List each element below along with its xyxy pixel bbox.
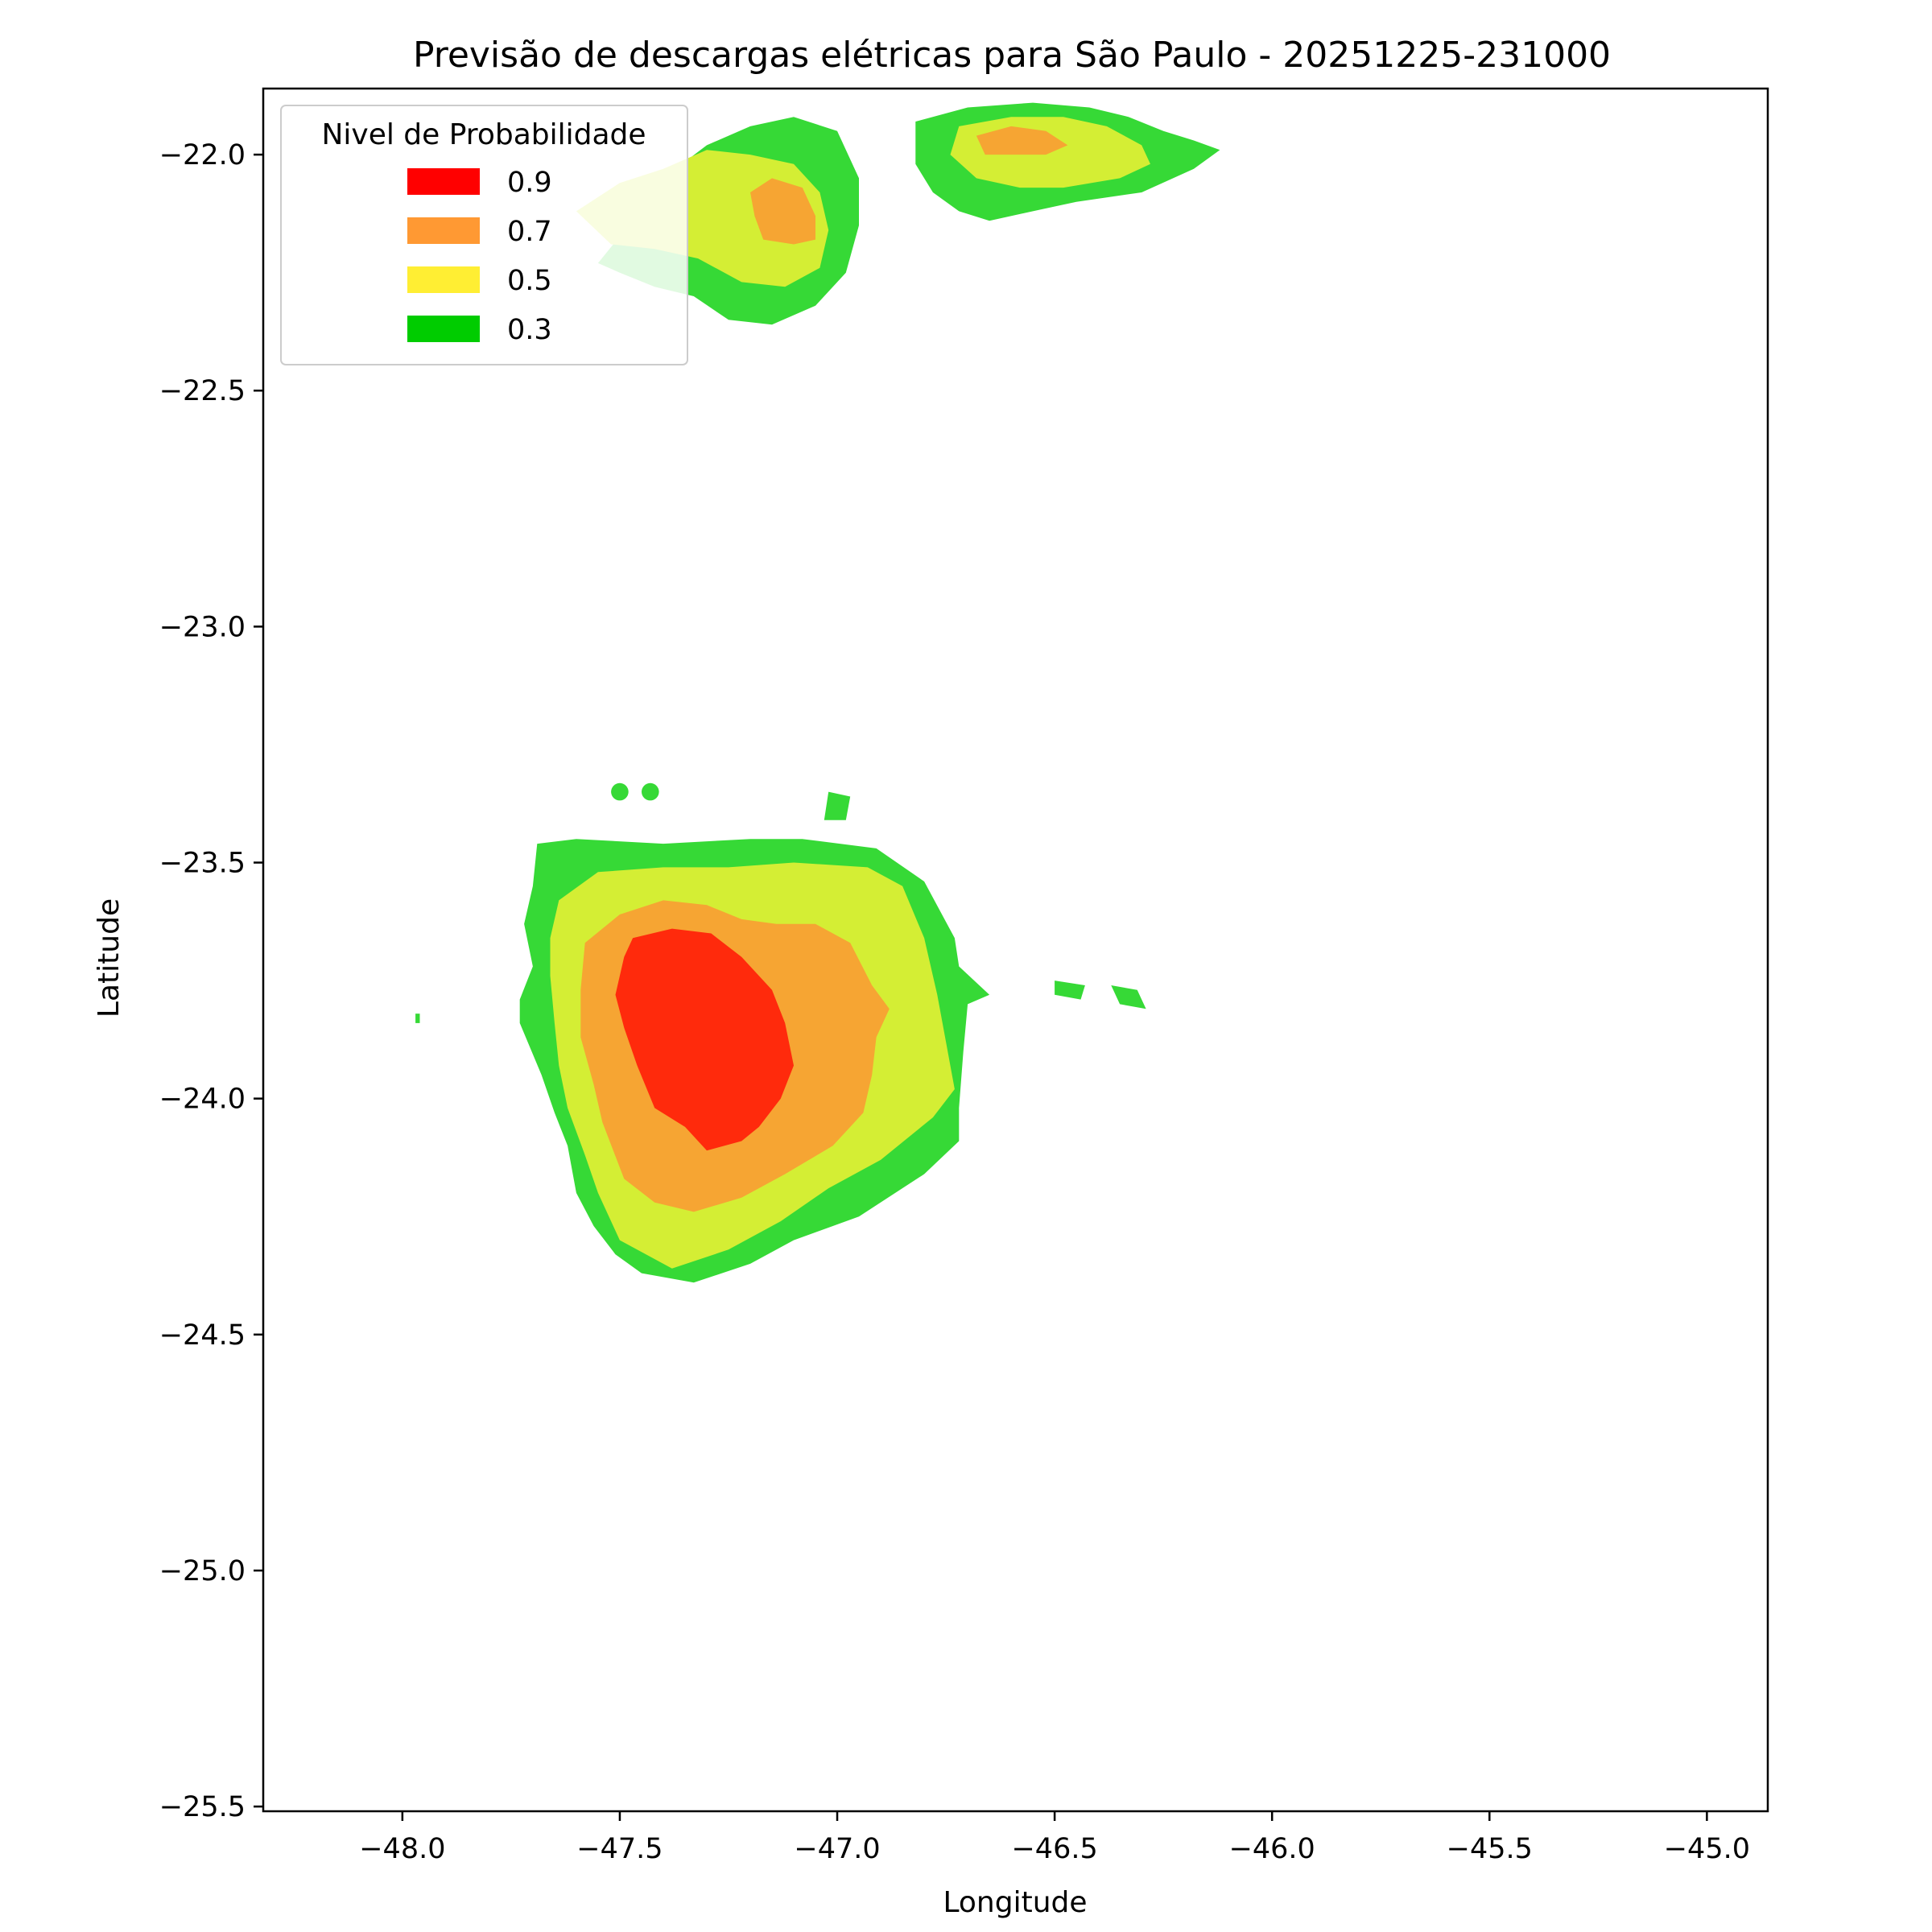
y-tick-label: −25.5 bbox=[159, 1791, 246, 1823]
nw-cell-0.7 bbox=[750, 178, 815, 245]
y-axis-ticks: −22.0 −22.5 −23.0 −23.5 −24.0 −24.5 −25.0 −25.5 bbox=[159, 139, 263, 1823]
spot-1 bbox=[611, 782, 629, 801]
legend-label-0-7: 0.7 bbox=[507, 216, 552, 248]
x-tick-label: −46.5 bbox=[1011, 1833, 1097, 1865]
y-tick-label: −22.5 bbox=[159, 375, 246, 407]
islet-east-2 bbox=[1111, 985, 1146, 1009]
y-tick-label: −25.0 bbox=[159, 1555, 246, 1587]
legend-label-0-3: 0.3 bbox=[507, 314, 552, 346]
x-axis-label: Longitude bbox=[943, 1886, 1087, 1919]
probability-contours bbox=[415, 102, 1220, 1283]
legend-label-0-9: 0.9 bbox=[507, 167, 552, 199]
plot-frame bbox=[262, 87, 1769, 1813]
spot-2 bbox=[642, 782, 659, 801]
islet-east-1 bbox=[1055, 980, 1085, 1000]
x-tick-label: −46.0 bbox=[1229, 1833, 1315, 1865]
x-tick-label: −45.5 bbox=[1447, 1833, 1533, 1865]
x-tick-label: −47.5 bbox=[576, 1833, 663, 1865]
x-tick-label: −48.0 bbox=[359, 1833, 445, 1865]
legend-swatch-0-5 bbox=[407, 266, 480, 293]
legend-swatch-0-3 bbox=[407, 316, 480, 342]
y-tick-label: −24.0 bbox=[159, 1084, 246, 1116]
x-tick-label: −47.0 bbox=[794, 1833, 880, 1865]
x-axis-ticks: −48.0 −47.5 −47.0 −46.5 −46.0 −45.5 −45.0 bbox=[359, 1811, 1750, 1865]
islet-west-1 bbox=[415, 1013, 420, 1023]
islet-north-1 bbox=[824, 791, 851, 820]
legend-title: Nivel de Probabilidade bbox=[321, 118, 646, 151]
legend: Nivel de Probabilidade 0.9 0.7 0.5 0.3 bbox=[280, 105, 688, 365]
chart-title: Previsão de descargas elétricas para São… bbox=[413, 35, 1611, 76]
legend-swatch-0-7 bbox=[407, 217, 480, 244]
legend-swatch-0-9 bbox=[407, 168, 480, 195]
x-tick-label: −45.0 bbox=[1664, 1833, 1750, 1865]
y-tick-label: −23.0 bbox=[159, 611, 246, 643]
y-tick-label: −22.0 bbox=[159, 139, 246, 171]
south-cell-0.9 bbox=[615, 928, 794, 1151]
y-axis-label: Latitude bbox=[93, 898, 126, 1018]
y-tick-label: −24.5 bbox=[159, 1319, 246, 1352]
legend-label-0-5: 0.5 bbox=[507, 265, 552, 297]
ne-cell-0.7 bbox=[976, 126, 1068, 155]
legend-box bbox=[280, 105, 688, 365]
legend-entries: 0.9 0.7 0.5 0.3 bbox=[407, 167, 552, 346]
y-tick-label: −23.5 bbox=[159, 848, 246, 880]
